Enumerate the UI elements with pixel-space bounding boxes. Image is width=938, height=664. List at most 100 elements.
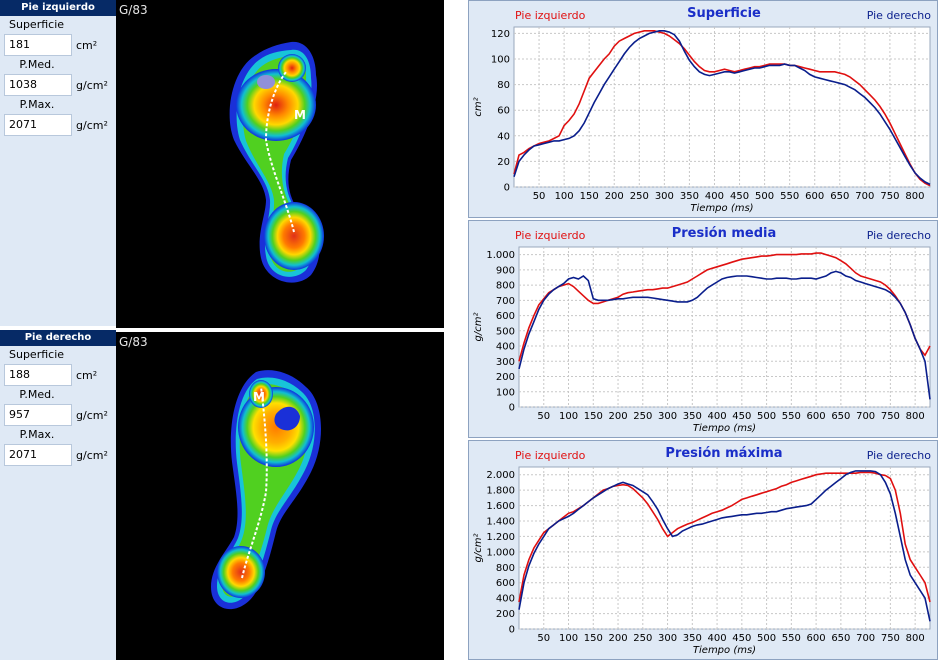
- left-pmax-unit: g/cm²: [76, 118, 108, 132]
- superficie-y-tick-label: 60: [497, 106, 510, 117]
- presion-maxima-y-axis-label: g/cm²: [473, 534, 484, 563]
- superficie-x-tick-label: 350: [680, 191, 699, 202]
- presion-maxima-x-tick-label: 50: [537, 633, 550, 644]
- superficie-x-axis-label: Tiempo (ms): [690, 203, 753, 214]
- presion-maxima-x-tick-label: 650: [831, 633, 850, 644]
- superficie-y-tick-label: 0: [504, 183, 510, 194]
- presion-media-y-tick-label: 300: [496, 357, 515, 368]
- left-superficie-label: Superficie: [9, 18, 65, 31]
- right-foot-image-label: G/83: [119, 335, 148, 349]
- presion-media-y-tick-label: 1.000: [486, 250, 515, 261]
- presion-media-x-tick-label: 150: [584, 411, 603, 422]
- presion-media-y-tick-label: 900: [496, 265, 515, 276]
- superficie-legend-left: Pie izquierdo: [515, 9, 586, 22]
- superficie-series-blue: [513, 30, 931, 186]
- presion-maxima-x-tick-label: 100: [559, 633, 578, 644]
- superficie-x-tick-label: 450: [730, 191, 749, 202]
- left-pmed-unit: g/cm²: [76, 78, 108, 92]
- presion-media-y-axis-label: g/cm²: [473, 313, 484, 342]
- presion-maxima-x-tick-label: 550: [782, 633, 801, 644]
- presion-maxima-x-tick-label: 150: [584, 633, 603, 644]
- presion-maxima-y-tick-label: 1.600: [486, 501, 515, 512]
- presion-maxima-legend-right: Pie derecho: [867, 449, 932, 462]
- right-foot-info-panel: Pie derecho Superficie 188 cm² P.Med. 95…: [0, 330, 116, 660]
- chart-panel-superficie: 50 100 150 200 250 300 350 400 450 500 550 600 650 70…: [468, 0, 938, 218]
- presion-media-plot-area: [518, 246, 931, 408]
- superficie-y-tick-label: 80: [497, 80, 510, 91]
- right-footprint-heatmap: M: [211, 370, 322, 610]
- superficie-x-tick-label: 700: [855, 191, 874, 202]
- superficie-x-tick-label: 50: [533, 191, 546, 202]
- superficie-x-tick-label: 600: [805, 191, 824, 202]
- presion-media-x-tick-label: 300: [658, 411, 677, 422]
- presion-media-x-axis-label: Tiempo (ms): [693, 423, 756, 434]
- superficie-y-tick-label: 100: [491, 55, 510, 66]
- right-pmax-label: P.Max.: [19, 428, 55, 441]
- superficie-legend-right: Pie derecho: [867, 9, 932, 22]
- presion-media-x-tick-label: 350: [683, 411, 702, 422]
- presion-maxima-x-tick-label: 300: [658, 633, 677, 644]
- superficie-x-tick-label: 650: [830, 191, 849, 202]
- left-pmed-field[interactable]: 1038: [4, 74, 72, 96]
- presion-maxima-y-tick-label: 1.200: [486, 532, 515, 543]
- left-foot-header: Pie izquierdo: [0, 0, 116, 16]
- presion-maxima-y-tick-label: 1.800: [486, 486, 515, 497]
- presion-maxima-x-tick-label: 600: [807, 633, 826, 644]
- superficie-x-tick-label: 200: [605, 191, 624, 202]
- right-pmed-field[interactable]: 957: [4, 404, 72, 426]
- presion-maxima-chart: 50 100 150 200 250 300 350 400 450 500 550 600 650 70…: [473, 446, 932, 656]
- presion-media-series-blue: [518, 270, 931, 400]
- superficie-y-tick-label: 40: [497, 131, 510, 142]
- superficie-plot-area: [513, 26, 931, 188]
- right-pmax-unit: g/cm²: [76, 448, 108, 462]
- right-foot-pressure-image: G/83 M: [116, 332, 444, 660]
- right-superficie-label: Superficie: [9, 348, 65, 361]
- superficie-x-tick-label: 550: [780, 191, 799, 202]
- left-footprint-heatmap: M: [229, 41, 324, 283]
- right-superficie-field[interactable]: 188: [4, 364, 72, 386]
- presion-maxima-y-tick-label: 400: [496, 594, 515, 605]
- left-pmax-field[interactable]: 2071: [4, 114, 72, 136]
- presion-media-title: Presión media: [672, 226, 777, 241]
- presion-media-y-tick-label: 500: [496, 326, 515, 337]
- superficie-y-axis-label: cm²: [473, 97, 484, 116]
- left-superficie-unit: cm²: [76, 38, 98, 52]
- presion-media-y-tick-label: 800: [496, 281, 515, 292]
- presion-maxima-x-tick-label: 400: [708, 633, 727, 644]
- presion-media-y-tick-label: 200: [496, 372, 515, 383]
- presion-media-x-tick-label: 550: [782, 411, 801, 422]
- superficie-x-tick-label: 150: [580, 191, 599, 202]
- presion-maxima-y-tick-label: 800: [496, 563, 515, 574]
- presion-maxima-x-tick-label: 500: [757, 633, 776, 644]
- panel-divider: [444, 0, 468, 660]
- presion-maxima-y-tick-label: 1.000: [486, 547, 515, 558]
- left-foot-image-label: G/83: [119, 3, 148, 17]
- superficie-x-tick-label: 800: [905, 191, 924, 202]
- presion-media-series-red: [518, 252, 931, 362]
- left-foot-pressure-image: G/83: [116, 0, 444, 328]
- superficie-chart: 50 100 150 200 250 300 350 400 450 500 550 600 650 70…: [473, 6, 932, 214]
- presion-maxima-title: Presión máxima: [665, 446, 782, 461]
- superficie-series-red: [513, 30, 931, 187]
- presion-maxima-y-tick-label: 0: [509, 625, 515, 636]
- presion-maxima-x-tick-label: 250: [633, 633, 652, 644]
- right-pmax-field[interactable]: 2071: [4, 444, 72, 466]
- right-pmed-unit: g/cm²: [76, 408, 108, 422]
- superficie-x-tick-label: 100: [555, 191, 574, 202]
- presion-media-x-tick-label: 50: [537, 411, 550, 422]
- presion-maxima-y-tick-label: 1.400: [486, 517, 515, 528]
- left-foot-m-marker: M: [294, 108, 306, 122]
- presion-media-x-tick-label: 750: [881, 411, 900, 422]
- superficie-x-tick-label: 300: [655, 191, 674, 202]
- right-pmed-label: P.Med.: [19, 388, 55, 401]
- superficie-y-tick-label: 120: [491, 29, 510, 40]
- presion-maxima-x-tick-label: 200: [608, 633, 627, 644]
- superficie-y-tick-label: 20: [497, 157, 510, 168]
- left-superficie-field[interactable]: 181: [4, 34, 72, 56]
- presion-media-x-tick-label: 100: [559, 411, 578, 422]
- presion-media-x-tick-label: 800: [906, 411, 925, 422]
- left-foot-info-panel: Pie izquierdo Superficie 181 cm² P.Med. …: [0, 0, 116, 326]
- presion-media-x-tick-label: 650: [831, 411, 850, 422]
- presion-maxima-y-tick-label: 2.000: [486, 470, 515, 481]
- chart-panel-presion-maxima: 50 100 150 200 250 300 350 400 450 500 550 600 650 70…: [468, 440, 938, 660]
